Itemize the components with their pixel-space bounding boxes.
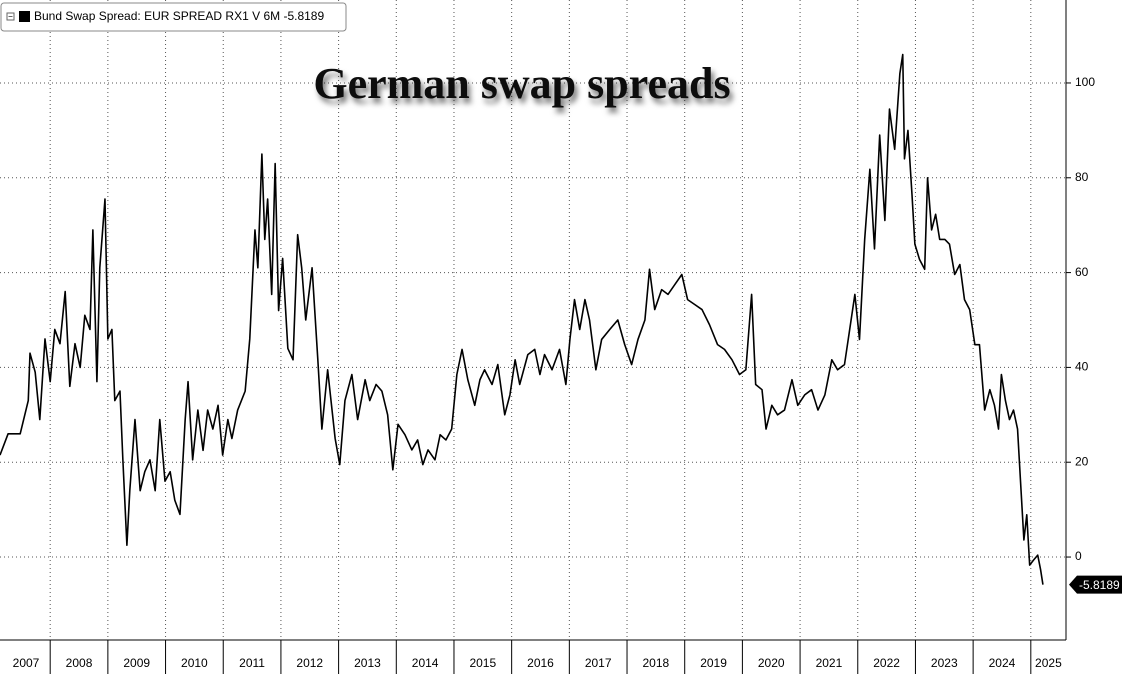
x-tick-label: 2010 <box>181 656 208 670</box>
x-tick-label: 2024 <box>989 656 1016 670</box>
y-tick-label: 80 <box>1075 170 1089 184</box>
legend-label: Bund Swap Spread: EUR SPREAD RX1 V 6M -5… <box>34 9 324 23</box>
x-tick-label: 2013 <box>354 656 381 670</box>
y-tick-label: 0 <box>1075 549 1082 563</box>
last-value-label: -5.8189 <box>1079 578 1120 592</box>
y-tick-label: 60 <box>1075 265 1089 279</box>
legend-box <box>0 2 347 32</box>
x-tick-label: 2019 <box>700 656 727 670</box>
x-tick-label: 2009 <box>123 656 150 670</box>
x-tick-label: 2008 <box>66 656 93 670</box>
x-tick-label: 2018 <box>643 656 670 670</box>
x-tick-label: 2011 <box>239 656 265 670</box>
x-tick-label: 2012 <box>296 656 323 670</box>
x-tick-label: 2014 <box>412 656 439 670</box>
last-value-tag <box>1069 575 1122 594</box>
y-tick-label: 40 <box>1075 360 1089 374</box>
x-tick-label: 2023 <box>931 656 958 670</box>
y-tick-label: 100 <box>1075 75 1095 89</box>
legend-swatch <box>19 11 30 22</box>
x-tick-label: 2007 <box>13 656 40 670</box>
x-tick-label: 2025 <box>1035 656 1062 670</box>
chart-title: German swap spreads <box>313 59 730 108</box>
plot <box>0 53 1044 585</box>
x-tick-label: 2020 <box>758 656 785 670</box>
x-tick-label: 2021 <box>816 656 843 670</box>
legend: Bund Swap Spread: EUR SPREAD RX1 V 6M -5… <box>0 2 347 32</box>
x-tick-label: 2022 <box>873 656 900 670</box>
y-tick-label: 20 <box>1075 454 1089 468</box>
x-tick-label: 2015 <box>469 656 496 670</box>
x-tick-label: 2017 <box>585 656 612 670</box>
series-line <box>0 53 1044 585</box>
x-tick-label: 2016 <box>527 656 554 670</box>
